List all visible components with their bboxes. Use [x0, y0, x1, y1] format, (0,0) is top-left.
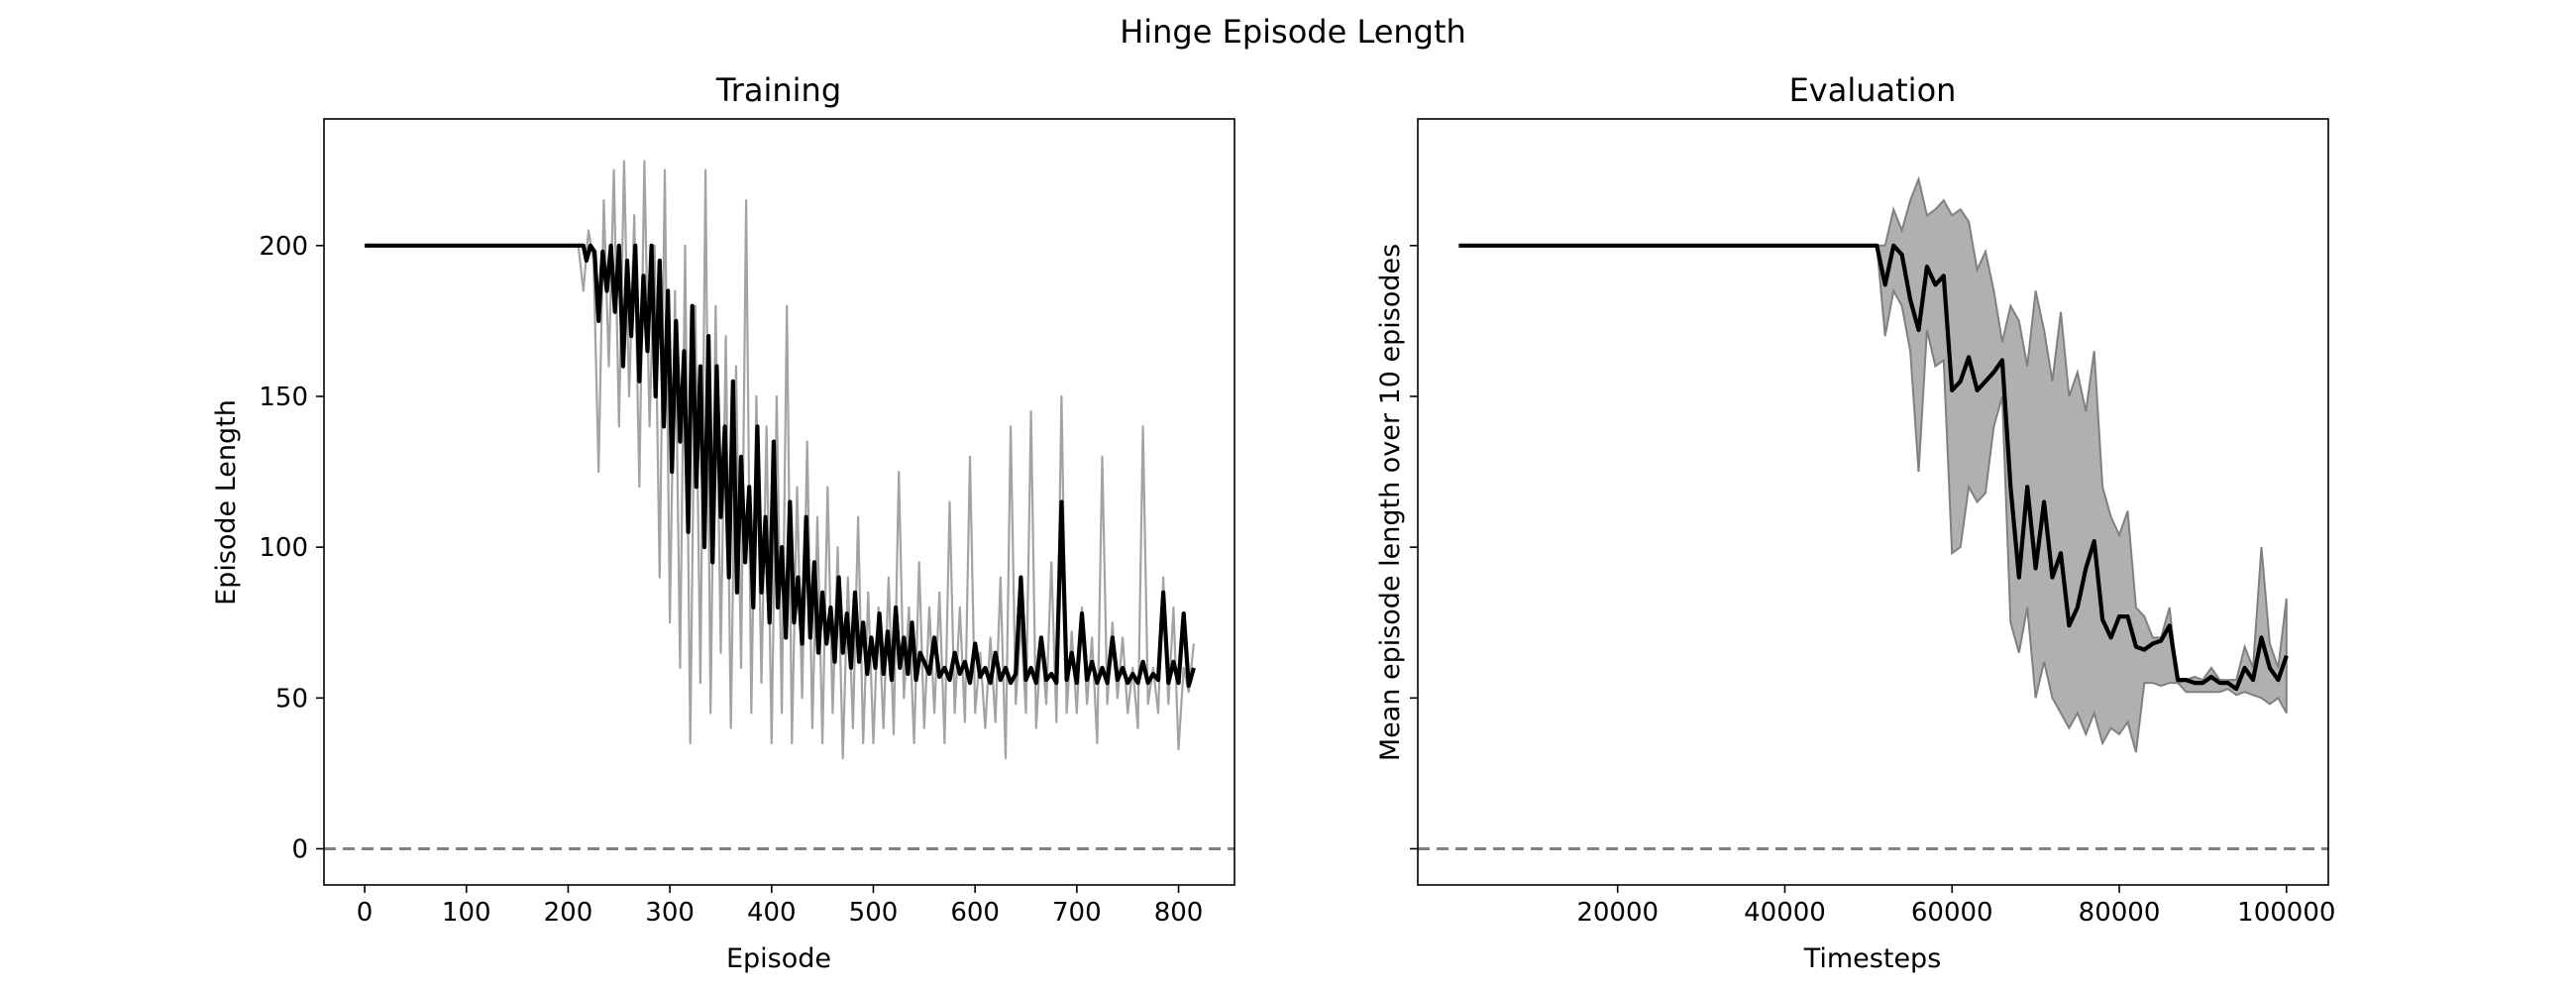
training-ytick-label: 100: [259, 533, 308, 563]
evaluation-xtick-label: 60000: [1911, 898, 1993, 928]
training-xtick-label: 400: [747, 898, 797, 928]
training-ytick-label: 0: [291, 834, 308, 864]
training-ytick-label: 50: [275, 684, 308, 714]
training-smoothed-series-line: [365, 243, 1196, 689]
training-xtick-label: 200: [544, 898, 593, 928]
training-ytick-label: 200: [259, 232, 308, 262]
training-raw-series-line: [365, 160, 1195, 760]
training-plot-area: [324, 160, 1234, 850]
figure-title: Hinge Episode Length: [1120, 13, 1466, 51]
evaluation-plot-area: [1418, 175, 2328, 850]
training-xtick-label: 500: [849, 898, 899, 928]
evaluation-ylabel: Mean episode length over 10 episodes: [1375, 244, 1406, 761]
training-panel: Training Episode Episode Length 0 100 200 3…: [211, 71, 1235, 974]
training-xtick-label: 300: [645, 898, 695, 928]
training-axes-frame: [323, 118, 1235, 886]
training-xtick-label: 700: [1052, 898, 1102, 928]
training-xtick-label: 100: [442, 898, 491, 928]
evaluation-xlabel: Timesteps: [1803, 943, 1942, 974]
training-xtick-label: 0: [357, 898, 374, 928]
evaluation-xtick-label: 20000: [1576, 898, 1659, 928]
evaluation-xtick-label: 40000: [1744, 898, 1826, 928]
evaluation-ticks: 20000 40000 60000 80000 100000: [1410, 245, 2335, 928]
training-xtick-label: 800: [1154, 898, 1204, 928]
training-xtick-label: 600: [950, 898, 1000, 928]
training-ticks: 0 100 200 300 400 500 600 700 800 0 50 100 150 200: [259, 232, 1203, 928]
evaluation-title: Evaluation: [1789, 71, 1957, 109]
training-title: Training: [715, 71, 841, 109]
evaluation-panel: Evaluation Timesteps Mean episode length…: [1375, 71, 2335, 974]
training-ytick-label: 150: [259, 383, 308, 412]
training-ylabel: Episode Length: [211, 399, 242, 606]
training-xlabel: Episode: [726, 943, 831, 974]
evaluation-xtick-label: 100000: [2237, 898, 2335, 928]
evaluation-axes-frame: [1417, 118, 2329, 886]
evaluation-xtick-label: 80000: [2079, 898, 2161, 928]
evaluation-mean-series-line: [1458, 243, 2289, 692]
